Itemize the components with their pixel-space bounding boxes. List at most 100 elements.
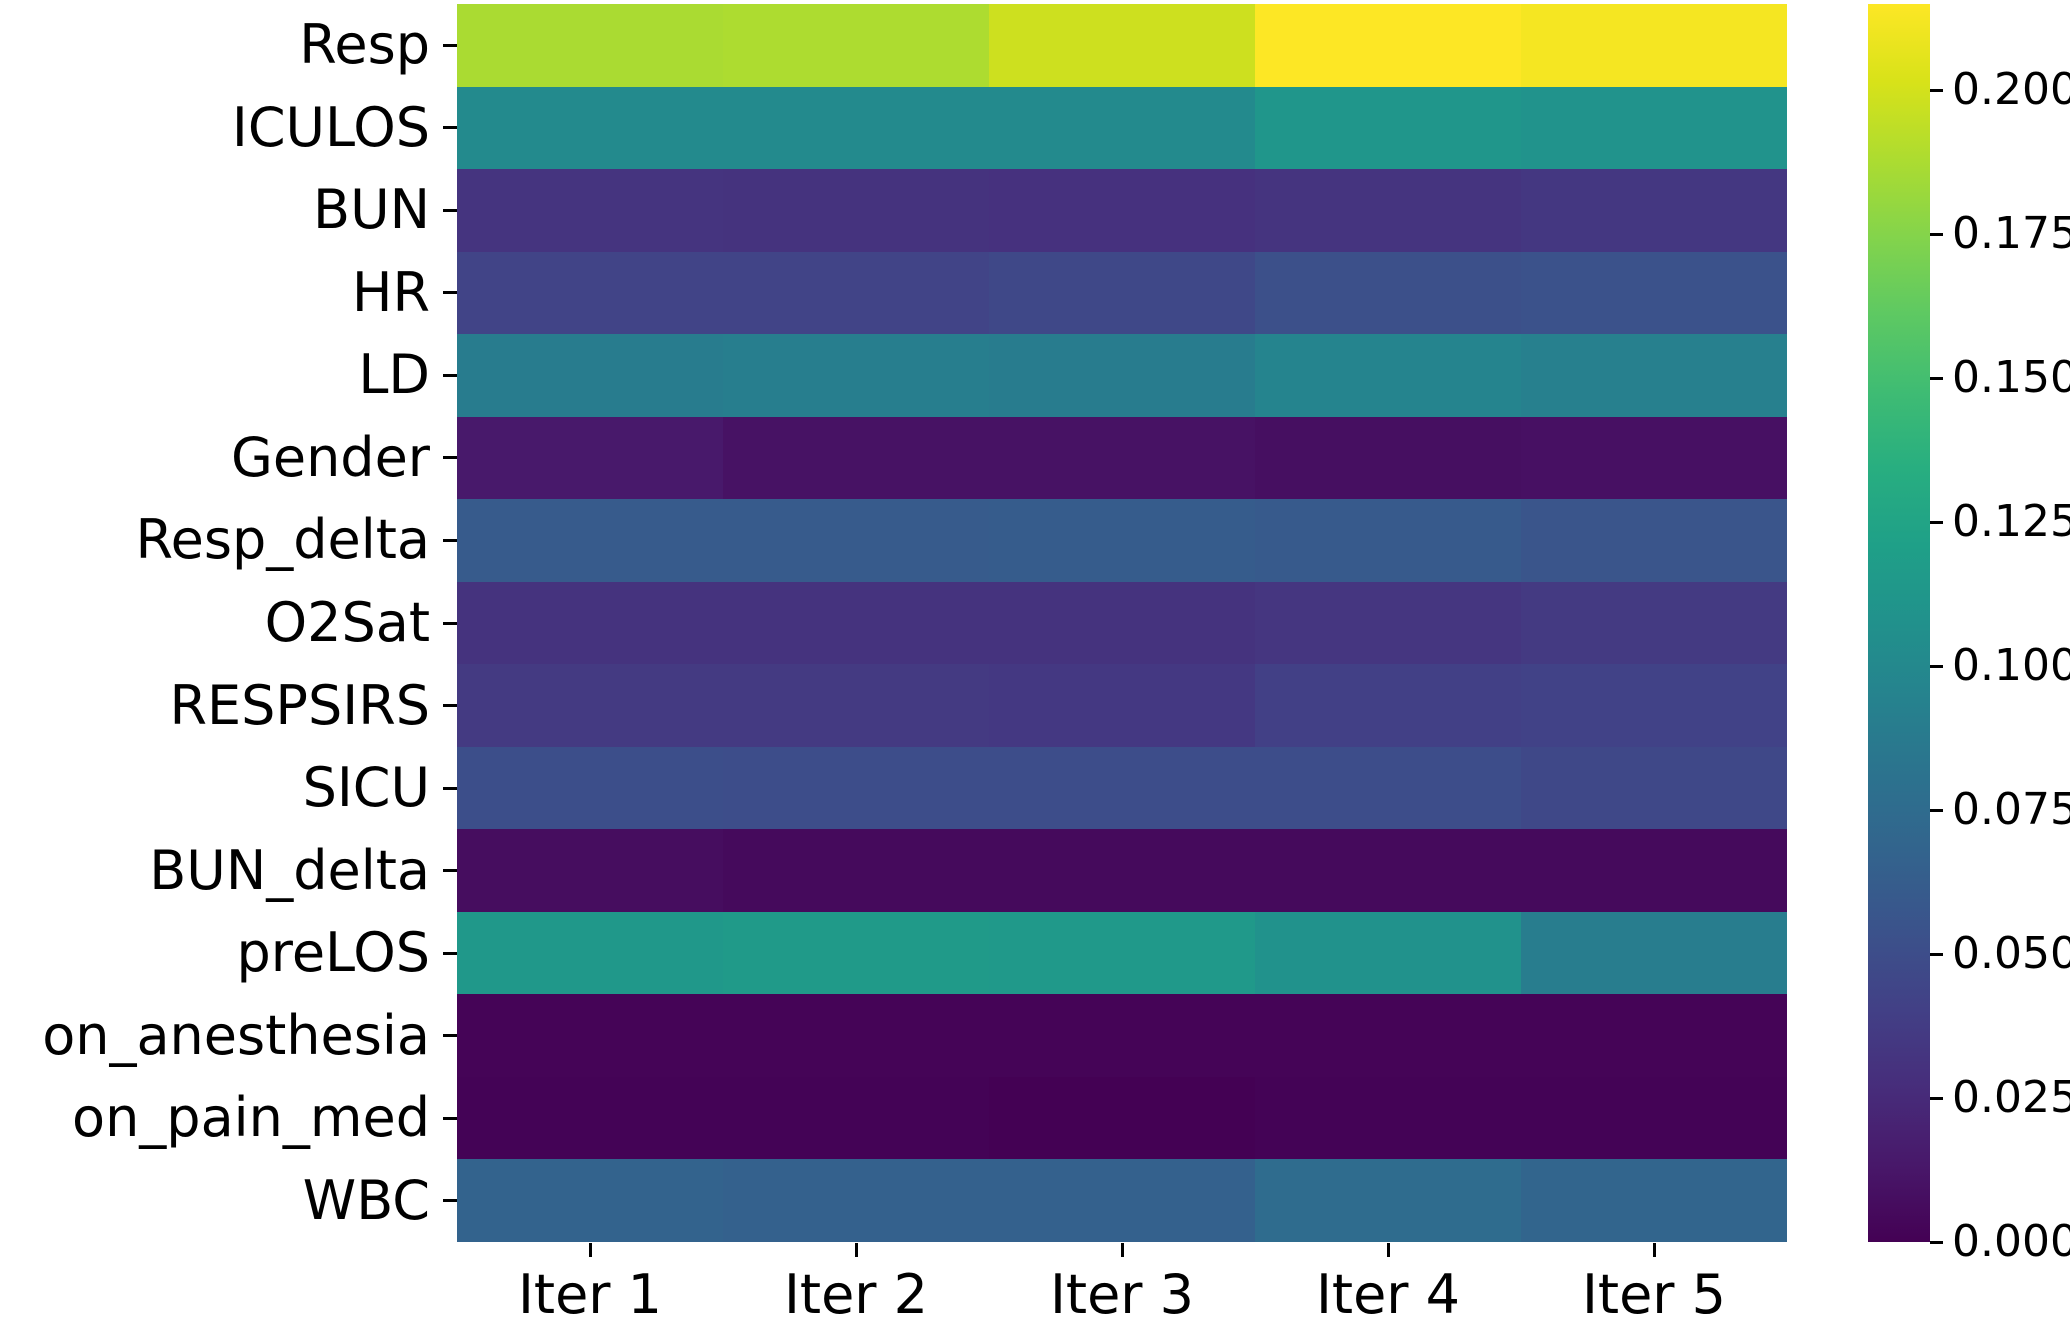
x-tick-mark: [1652, 1243, 1656, 1257]
heatmap-cell: [1521, 581, 1787, 665]
heatmap-cell: [989, 994, 1255, 1077]
heatmap-cell: [723, 664, 989, 747]
heatmap-cell: [1255, 4, 1521, 87]
colorbar-tick-label: 0.100: [1952, 640, 2070, 692]
y-tick-mark: [443, 373, 457, 377]
heatmap-cell: [723, 746, 989, 830]
colorbar-tick-label: 0.075: [1952, 784, 2070, 836]
y-tick-mark: [443, 951, 457, 955]
y-tick-mark: [443, 1116, 457, 1120]
y-tick-label: Resp_delta: [135, 508, 431, 572]
x-tick-label: Iter 3: [1049, 1263, 1195, 1326]
heatmap-cell: [1255, 746, 1521, 830]
heatmap-cell: [723, 86, 989, 170]
heatmap-cell: [1255, 994, 1521, 1077]
heatmap-cell: [723, 4, 989, 87]
heatmap-cell: [457, 499, 723, 582]
y-tick-label: RESPSIRS: [169, 673, 430, 737]
heatmap-cell: [989, 829, 1255, 912]
heatmap-cell: [1255, 251, 1521, 335]
y-tick-mark: [443, 869, 457, 873]
colorbar-tick-mark: [1930, 664, 1943, 668]
colorbar-tick-mark: [1930, 808, 1943, 812]
heatmap-cell: [1255, 86, 1521, 170]
heatmap-cell: [989, 581, 1255, 665]
x-tick-label: Iter 1: [517, 1263, 663, 1326]
heatmap-cell: [457, 664, 723, 747]
heatmap-cell: [457, 251, 723, 335]
y-tick-mark: [443, 704, 457, 708]
y-tick-label: O2Sat: [264, 591, 430, 654]
heatmap-cell: [457, 829, 723, 912]
y-tick-label: BUN_delta: [149, 838, 430, 902]
heatmap-cell: [989, 499, 1255, 582]
x-tick-mark: [854, 1243, 858, 1257]
x-tick-mark: [588, 1243, 592, 1257]
colorbar-tick-label: 0.200: [1952, 64, 2070, 116]
heatmap-cell: [457, 994, 723, 1077]
heatmap-cell: [1521, 169, 1787, 252]
y-tick-mark: [443, 1034, 457, 1038]
heatmap-cell: [989, 4, 1255, 87]
heatmap-cell: [723, 581, 989, 665]
colorbar-tick-label: 0.050: [1952, 928, 2070, 980]
y-tick-label: on_anesthesia: [42, 1003, 430, 1067]
heatmap-cell: [989, 416, 1255, 500]
y-tick-mark: [443, 538, 457, 542]
y-tick-mark: [443, 126, 457, 130]
colorbar-tick-mark: [1930, 952, 1943, 956]
heatmap-cell: [1255, 169, 1521, 252]
heatmap-cell: [1521, 86, 1787, 170]
heatmap-cell: [989, 746, 1255, 830]
heatmap-cell: [1521, 4, 1787, 87]
heatmap-cell: [1521, 994, 1787, 1077]
heatmap-cell: [1255, 416, 1521, 500]
y-tick-mark: [443, 1199, 457, 1203]
heatmap-cell: [1521, 1159, 1787, 1242]
y-tick-label: BUN: [313, 178, 430, 242]
heatmap-cell: [989, 86, 1255, 170]
heatmap-cell: [723, 829, 989, 912]
heatmap-cell: [1521, 1076, 1787, 1160]
heatmap-cell: [457, 1159, 723, 1242]
colorbar-tick-mark: [1930, 376, 1943, 380]
heatmap-cell: [723, 1076, 989, 1160]
y-tick-label: WBC: [302, 1168, 430, 1232]
colorbar-tick-label: 0.125: [1952, 496, 2070, 548]
heatmap-cell: [1521, 911, 1787, 995]
heatmap-cell: [1521, 829, 1787, 912]
colorbar-tick-mark: [1930, 232, 1943, 236]
heatmap-grid: [457, 4, 1787, 1242]
colorbar-tick-label: 0.025: [1952, 1072, 2070, 1124]
heatmap-cell: [723, 911, 989, 995]
heatmap-cell: [723, 1159, 989, 1242]
x-tick-label: Iter 4: [1315, 1263, 1461, 1326]
heatmap-cell: [1255, 1159, 1521, 1242]
y-tick-mark: [443, 208, 457, 212]
heatmap-cell: [1255, 334, 1521, 417]
heatmap-cell: [1521, 416, 1787, 500]
heatmap-cell: [1255, 1076, 1521, 1160]
y-tick-label: preLOS: [236, 921, 430, 985]
colorbar-tick-mark: [1930, 520, 1943, 524]
colorbar-tick-mark: [1930, 88, 1943, 92]
heatmap-cell: [457, 1076, 723, 1160]
heatmap-cell: [723, 994, 989, 1077]
heatmap-cell: [1255, 581, 1521, 665]
heatmap-cell: [723, 169, 989, 252]
heatmap-cell: [1521, 499, 1787, 582]
heatmap-cell: [989, 1159, 1255, 1242]
y-tick-label: Gender: [231, 425, 430, 489]
x-tick-mark: [1120, 1243, 1124, 1257]
heatmap-cell: [1521, 251, 1787, 335]
heatmap-cell: [457, 169, 723, 252]
heatmap-cell: [1255, 499, 1521, 582]
y-tick-mark: [443, 291, 457, 295]
heatmap-cell: [723, 416, 989, 500]
heatmap-cell: [989, 334, 1255, 417]
heatmap-cell: [989, 664, 1255, 747]
heatmap-cell: [457, 4, 723, 87]
y-tick-mark: [443, 43, 457, 47]
y-tick-label: SICU: [302, 756, 430, 820]
colorbar-tick-mark: [1930, 1240, 1943, 1244]
